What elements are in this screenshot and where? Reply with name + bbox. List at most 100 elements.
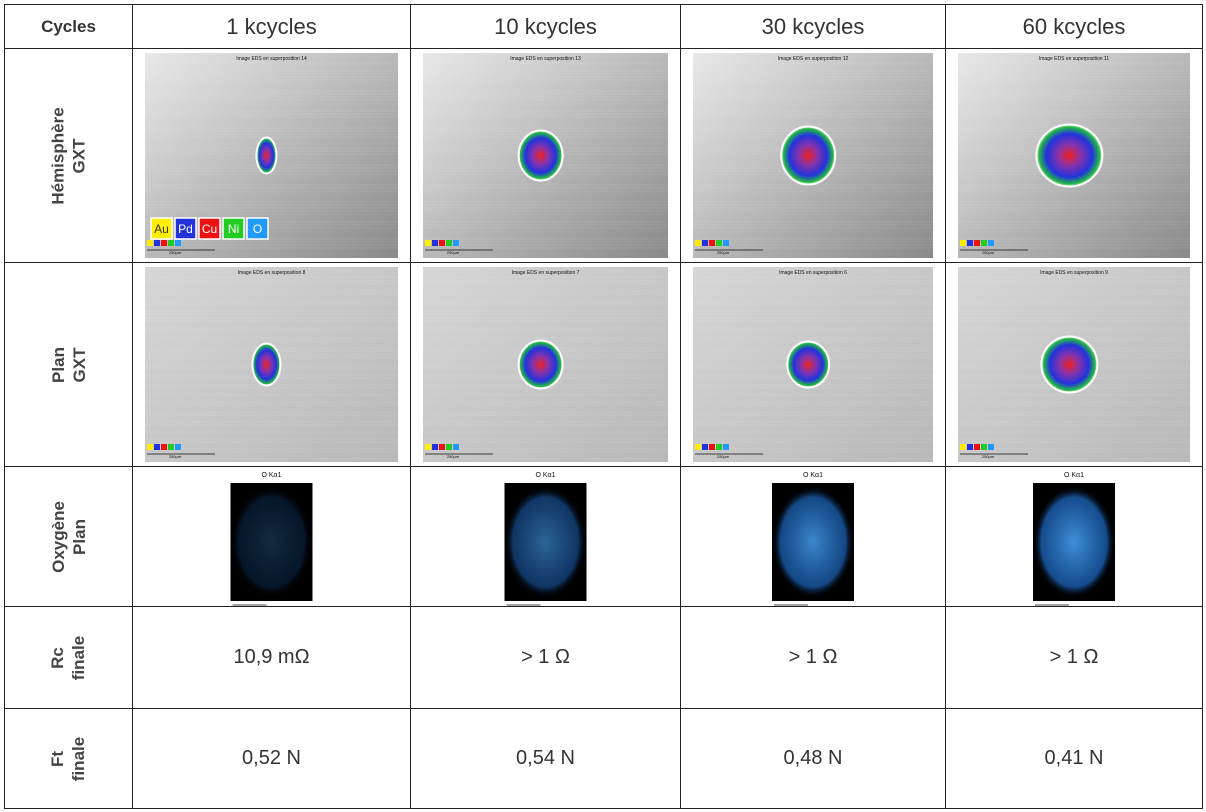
image-caption: O Kα1 bbox=[262, 472, 282, 479]
row-label-line: GXT bbox=[69, 138, 89, 173]
image: Image EDS en superposition 11 250µm bbox=[958, 53, 1190, 258]
scale-label: 250µm bbox=[982, 250, 995, 255]
header-cell: 1 kcycles bbox=[133, 5, 411, 49]
eds-spot bbox=[255, 136, 278, 175]
image-caption: Image EDS en superposition 9 bbox=[1040, 270, 1108, 276]
image-caption: O Kα1 bbox=[803, 472, 823, 479]
image-caption: Image EDS en superposition 7 bbox=[512, 270, 580, 276]
legend-label: Ni bbox=[228, 222, 239, 236]
legend-swatch bbox=[150, 217, 173, 240]
row-label-line: Ft bbox=[48, 750, 68, 767]
scale-label: 250µm bbox=[447, 454, 460, 459]
legend-swatch bbox=[246, 217, 269, 240]
table-cell: O Kα150µm bbox=[133, 467, 411, 607]
header-cell: 10 kcycles bbox=[411, 5, 681, 49]
eds-spot bbox=[1040, 335, 1099, 394]
row-label-line: Oxygène bbox=[48, 500, 68, 573]
legend-label: Pd bbox=[178, 222, 193, 236]
eds-spot bbox=[1035, 123, 1104, 188]
row-label-line: Plan bbox=[69, 518, 89, 555]
table-cell: 0,52 N bbox=[133, 709, 411, 809]
table-cell: Image EDS en superposition 7 250µm bbox=[411, 263, 681, 467]
legend-label: Cu bbox=[202, 222, 217, 236]
scale-label: 250µm bbox=[982, 454, 995, 459]
row-label-line: finale bbox=[69, 736, 89, 781]
header-cell: Cycles bbox=[5, 5, 133, 49]
image-caption: O Kα1 bbox=[536, 472, 556, 479]
table-cell: Image EDS en superposition 6 250µm bbox=[681, 263, 946, 467]
image: O Kα150µm bbox=[504, 472, 587, 606]
table-cell: Image EDS en superposition 9 250µm bbox=[946, 263, 1203, 467]
legend-label: Au bbox=[154, 222, 169, 236]
image-caption: Image EDS en superposition 12 bbox=[778, 56, 849, 62]
image: Image EDS en superposition 13 250µm bbox=[423, 53, 668, 258]
image-caption: Image EDS en superposition 8 bbox=[238, 270, 306, 276]
table-cell: Image EDS en superposition 13 250µm bbox=[411, 49, 681, 263]
row-label-text: Oxygène Plan bbox=[48, 501, 90, 573]
row-label-line: Hémisphère bbox=[48, 106, 68, 205]
legend-swatch bbox=[174, 217, 197, 240]
table-cell: > 1 Ω bbox=[411, 607, 681, 709]
row-label-line: finale bbox=[69, 635, 89, 680]
eds-spot bbox=[251, 342, 282, 387]
scale-label: 250µm bbox=[169, 250, 182, 255]
row-label-text: Plan GXT bbox=[48, 347, 90, 383]
image: O Kα150µm bbox=[230, 472, 313, 606]
row-label: Hémisphère GXT bbox=[5, 49, 133, 263]
image: Image EDS en superposition 9 250µm bbox=[958, 267, 1190, 462]
scale-label: 250µm bbox=[717, 454, 730, 459]
eds-spot bbox=[780, 125, 837, 186]
image-caption: Image EDS en superposition 13 bbox=[510, 56, 581, 62]
row-label-line: Rc bbox=[48, 646, 68, 669]
legend-swatch bbox=[198, 217, 221, 240]
table: Cycles 1 kcycles 10 kcycles 30 kcycles 60 kc… bbox=[4, 4, 1203, 809]
image: Image EDS en superposition 8 250µm bbox=[145, 267, 398, 462]
oxygen-signal bbox=[230, 485, 313, 599]
header-cell: 30 kcycles bbox=[681, 5, 946, 49]
table-cell: > 1 Ω bbox=[681, 607, 946, 709]
row-label: Oxygène Plan bbox=[5, 467, 133, 607]
legend-swatch bbox=[222, 217, 245, 240]
oxygen-signal bbox=[1033, 485, 1115, 599]
table-cell: O Kα150µm bbox=[411, 467, 681, 607]
image: O Kα1100µm bbox=[1033, 472, 1115, 606]
row-label-line: GXT bbox=[69, 347, 89, 382]
image: Image EDS en superposition 6 250µm bbox=[693, 267, 933, 462]
eds-spot bbox=[786, 340, 831, 389]
table-cell: 0,48 N bbox=[681, 709, 946, 809]
image: Image EDS en superposition 7 250µm bbox=[423, 267, 668, 462]
eds-spot bbox=[517, 129, 564, 182]
image-caption: Image EDS en superposition 6 bbox=[779, 270, 847, 276]
header-cell: 60 kcycles bbox=[946, 5, 1203, 49]
table-cell: Image EDS en superposition 11 250µm bbox=[946, 49, 1203, 263]
row-label: Ft finale bbox=[5, 709, 133, 809]
table-cell: 10,9 mΩ bbox=[133, 607, 411, 709]
table-cell: 0,54 N bbox=[411, 709, 681, 809]
oxygen-signal bbox=[504, 485, 587, 599]
image-caption: Image EDS en superposition 14 bbox=[236, 56, 307, 62]
table-cell: > 1 Ω bbox=[946, 607, 1203, 709]
row-label-text: Hémisphère GXT bbox=[47, 107, 89, 204]
image: Image EDS en superposition 14 250µm Au Pd Cu… bbox=[145, 53, 398, 258]
table-cell: Image EDS en superposition 14 250µm Au Pd Cu… bbox=[133, 49, 411, 263]
row-label: Plan GXT bbox=[5, 263, 133, 467]
table-cell: Image EDS en superposition 12 250µm bbox=[681, 49, 946, 263]
eds-spot bbox=[517, 339, 564, 390]
table-cell: 0,41 N bbox=[946, 709, 1203, 809]
row-label: Rc finale bbox=[5, 607, 133, 709]
image-caption: O Kα1 bbox=[1064, 472, 1084, 479]
image-caption: Image EDS en superposition 11 bbox=[1039, 56, 1109, 62]
scale-label: 250µm bbox=[717, 250, 730, 255]
scale-label: 250µm bbox=[169, 454, 182, 459]
image: Image EDS en superposition 12 250µm bbox=[693, 53, 933, 258]
row-label-line: Plan bbox=[48, 346, 68, 383]
scale-label: 250µm bbox=[447, 250, 460, 255]
table-cell: Image EDS en superposition 8 250µm bbox=[133, 263, 411, 467]
table-cell: O Kα1100µm bbox=[681, 467, 946, 607]
image: O Kα1100µm bbox=[772, 472, 854, 606]
table-cell: O Kα1100µm bbox=[946, 467, 1203, 607]
row-label-text: Ft finale bbox=[48, 736, 90, 780]
legend-label: O bbox=[253, 222, 262, 236]
oxygen-signal bbox=[772, 485, 854, 599]
row-label-text: Rc finale bbox=[48, 635, 90, 679]
